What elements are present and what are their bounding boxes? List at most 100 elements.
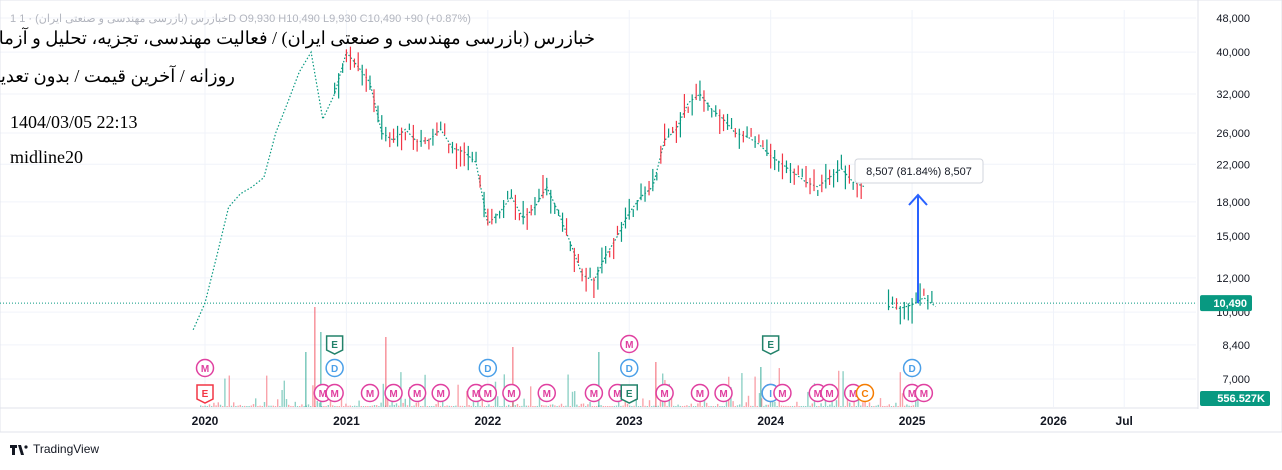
event-marker-m bbox=[195, 358, 215, 378]
price-badge bbox=[1200, 295, 1252, 312]
volume-bar bbox=[604, 406, 607, 407]
event-icon bbox=[325, 358, 344, 378]
volume-bar bbox=[884, 405, 886, 407]
volume-bar-tall bbox=[314, 307, 316, 407]
event-marker-d bbox=[902, 358, 922, 378]
volume-bar bbox=[294, 401, 296, 407]
volume-bar bbox=[538, 394, 541, 407]
volume-bar bbox=[252, 404, 255, 407]
volume-bar bbox=[211, 405, 213, 407]
volume-bar bbox=[679, 405, 681, 407]
event-marker-d bbox=[478, 358, 498, 378]
measure-label: 8,507 (81.84%) 8,507 bbox=[866, 166, 972, 178]
volume-bar bbox=[472, 399, 475, 407]
volume-bar bbox=[206, 406, 208, 407]
volume-bar bbox=[334, 405, 336, 407]
volume-bar bbox=[602, 405, 604, 407]
volume-bar bbox=[754, 376, 756, 407]
volume-bar bbox=[576, 404, 578, 407]
volume-bar bbox=[204, 405, 206, 407]
ohlc-line: 1 خبازرس (بازرسی مهندسی و صنعتی ایران) ·… bbox=[10, 13, 471, 25]
volume-bar bbox=[901, 393, 904, 407]
volume-bar bbox=[820, 403, 822, 407]
event-icon bbox=[584, 383, 604, 403]
event-letter: M bbox=[908, 389, 916, 400]
volume-bar bbox=[739, 404, 741, 407]
volume-bar bbox=[435, 404, 437, 407]
volume-bar bbox=[695, 405, 697, 407]
y-tick-label: 26,000 bbox=[1216, 128, 1250, 140]
x-tick-label: 2025 bbox=[899, 414, 926, 428]
volume-bar bbox=[226, 405, 228, 407]
volume-bar bbox=[371, 405, 373, 407]
volume-bar bbox=[864, 399, 866, 407]
volume-bar bbox=[508, 404, 510, 407]
volume-bar bbox=[875, 405, 877, 407]
event-letter: M bbox=[319, 389, 327, 400]
volume-bar bbox=[202, 405, 204, 407]
volume-bar bbox=[807, 391, 809, 407]
event-marker-m bbox=[384, 383, 403, 403]
volume-bar bbox=[666, 405, 668, 407]
volume-bar bbox=[274, 405, 277, 407]
volume-bar bbox=[213, 402, 215, 407]
event-marker-m bbox=[655, 383, 674, 403]
event-letter: M bbox=[625, 340, 633, 351]
volume-bar bbox=[380, 402, 382, 407]
volume-bar bbox=[860, 405, 862, 407]
volume-bar bbox=[404, 398, 406, 407]
event-letter: M bbox=[366, 389, 374, 400]
volume-bar bbox=[420, 405, 422, 407]
event-marker-m bbox=[537, 383, 557, 403]
brand-name: TradingView bbox=[33, 442, 100, 456]
volume-bar bbox=[714, 405, 717, 407]
volume-bar bbox=[479, 405, 481, 407]
event-letter: D bbox=[484, 364, 491, 375]
event-marker-e bbox=[196, 384, 214, 404]
event-marker-m bbox=[360, 383, 380, 403]
earnings-letter: E bbox=[202, 389, 209, 400]
volume-bar bbox=[288, 404, 290, 407]
volume-bar bbox=[497, 396, 499, 407]
volume-bar bbox=[501, 405, 503, 407]
event-marker-m bbox=[431, 383, 450, 403]
event-marker-m bbox=[620, 334, 639, 354]
volume-bar bbox=[677, 404, 679, 407]
event-marker-d bbox=[325, 358, 344, 378]
tradingview-brand[interactable]: TradingView bbox=[10, 442, 99, 456]
volume-bar bbox=[547, 405, 549, 407]
volume-bar bbox=[483, 405, 486, 407]
volume-bar bbox=[879, 398, 882, 407]
volume-bar-tall bbox=[760, 367, 762, 407]
event-icon bbox=[820, 383, 839, 403]
volume-bar bbox=[877, 404, 879, 407]
volume-bar bbox=[631, 405, 633, 407]
volume-bar bbox=[422, 405, 424, 407]
volume-bar bbox=[745, 402, 747, 407]
x-tick-label: 2024 bbox=[757, 414, 784, 428]
volume-bar bbox=[266, 375, 268, 407]
volume-bar bbox=[263, 402, 266, 407]
volume-bar bbox=[490, 405, 492, 407]
event-letter: M bbox=[413, 389, 421, 400]
y-tick-label: 15,000 bbox=[1216, 231, 1250, 243]
earnings-icon bbox=[196, 384, 214, 404]
volume-bar bbox=[536, 405, 538, 407]
volume-bar bbox=[481, 395, 483, 407]
event-letter: M bbox=[330, 389, 338, 400]
volume-bar bbox=[585, 405, 587, 407]
volume-bar bbox=[615, 405, 618, 407]
volume-bar-tall bbox=[305, 352, 307, 407]
volume-bar bbox=[527, 405, 530, 407]
volume-bar bbox=[635, 396, 637, 407]
volume-bar bbox=[552, 404, 554, 407]
volume-bar bbox=[637, 405, 640, 407]
volume-bar bbox=[611, 405, 613, 407]
volume-bar bbox=[868, 402, 871, 407]
volume-bar bbox=[701, 405, 703, 407]
volume-bar bbox=[563, 405, 565, 407]
volume-bar bbox=[343, 405, 345, 407]
volume-bar bbox=[629, 405, 631, 407]
event-icon bbox=[431, 383, 450, 403]
